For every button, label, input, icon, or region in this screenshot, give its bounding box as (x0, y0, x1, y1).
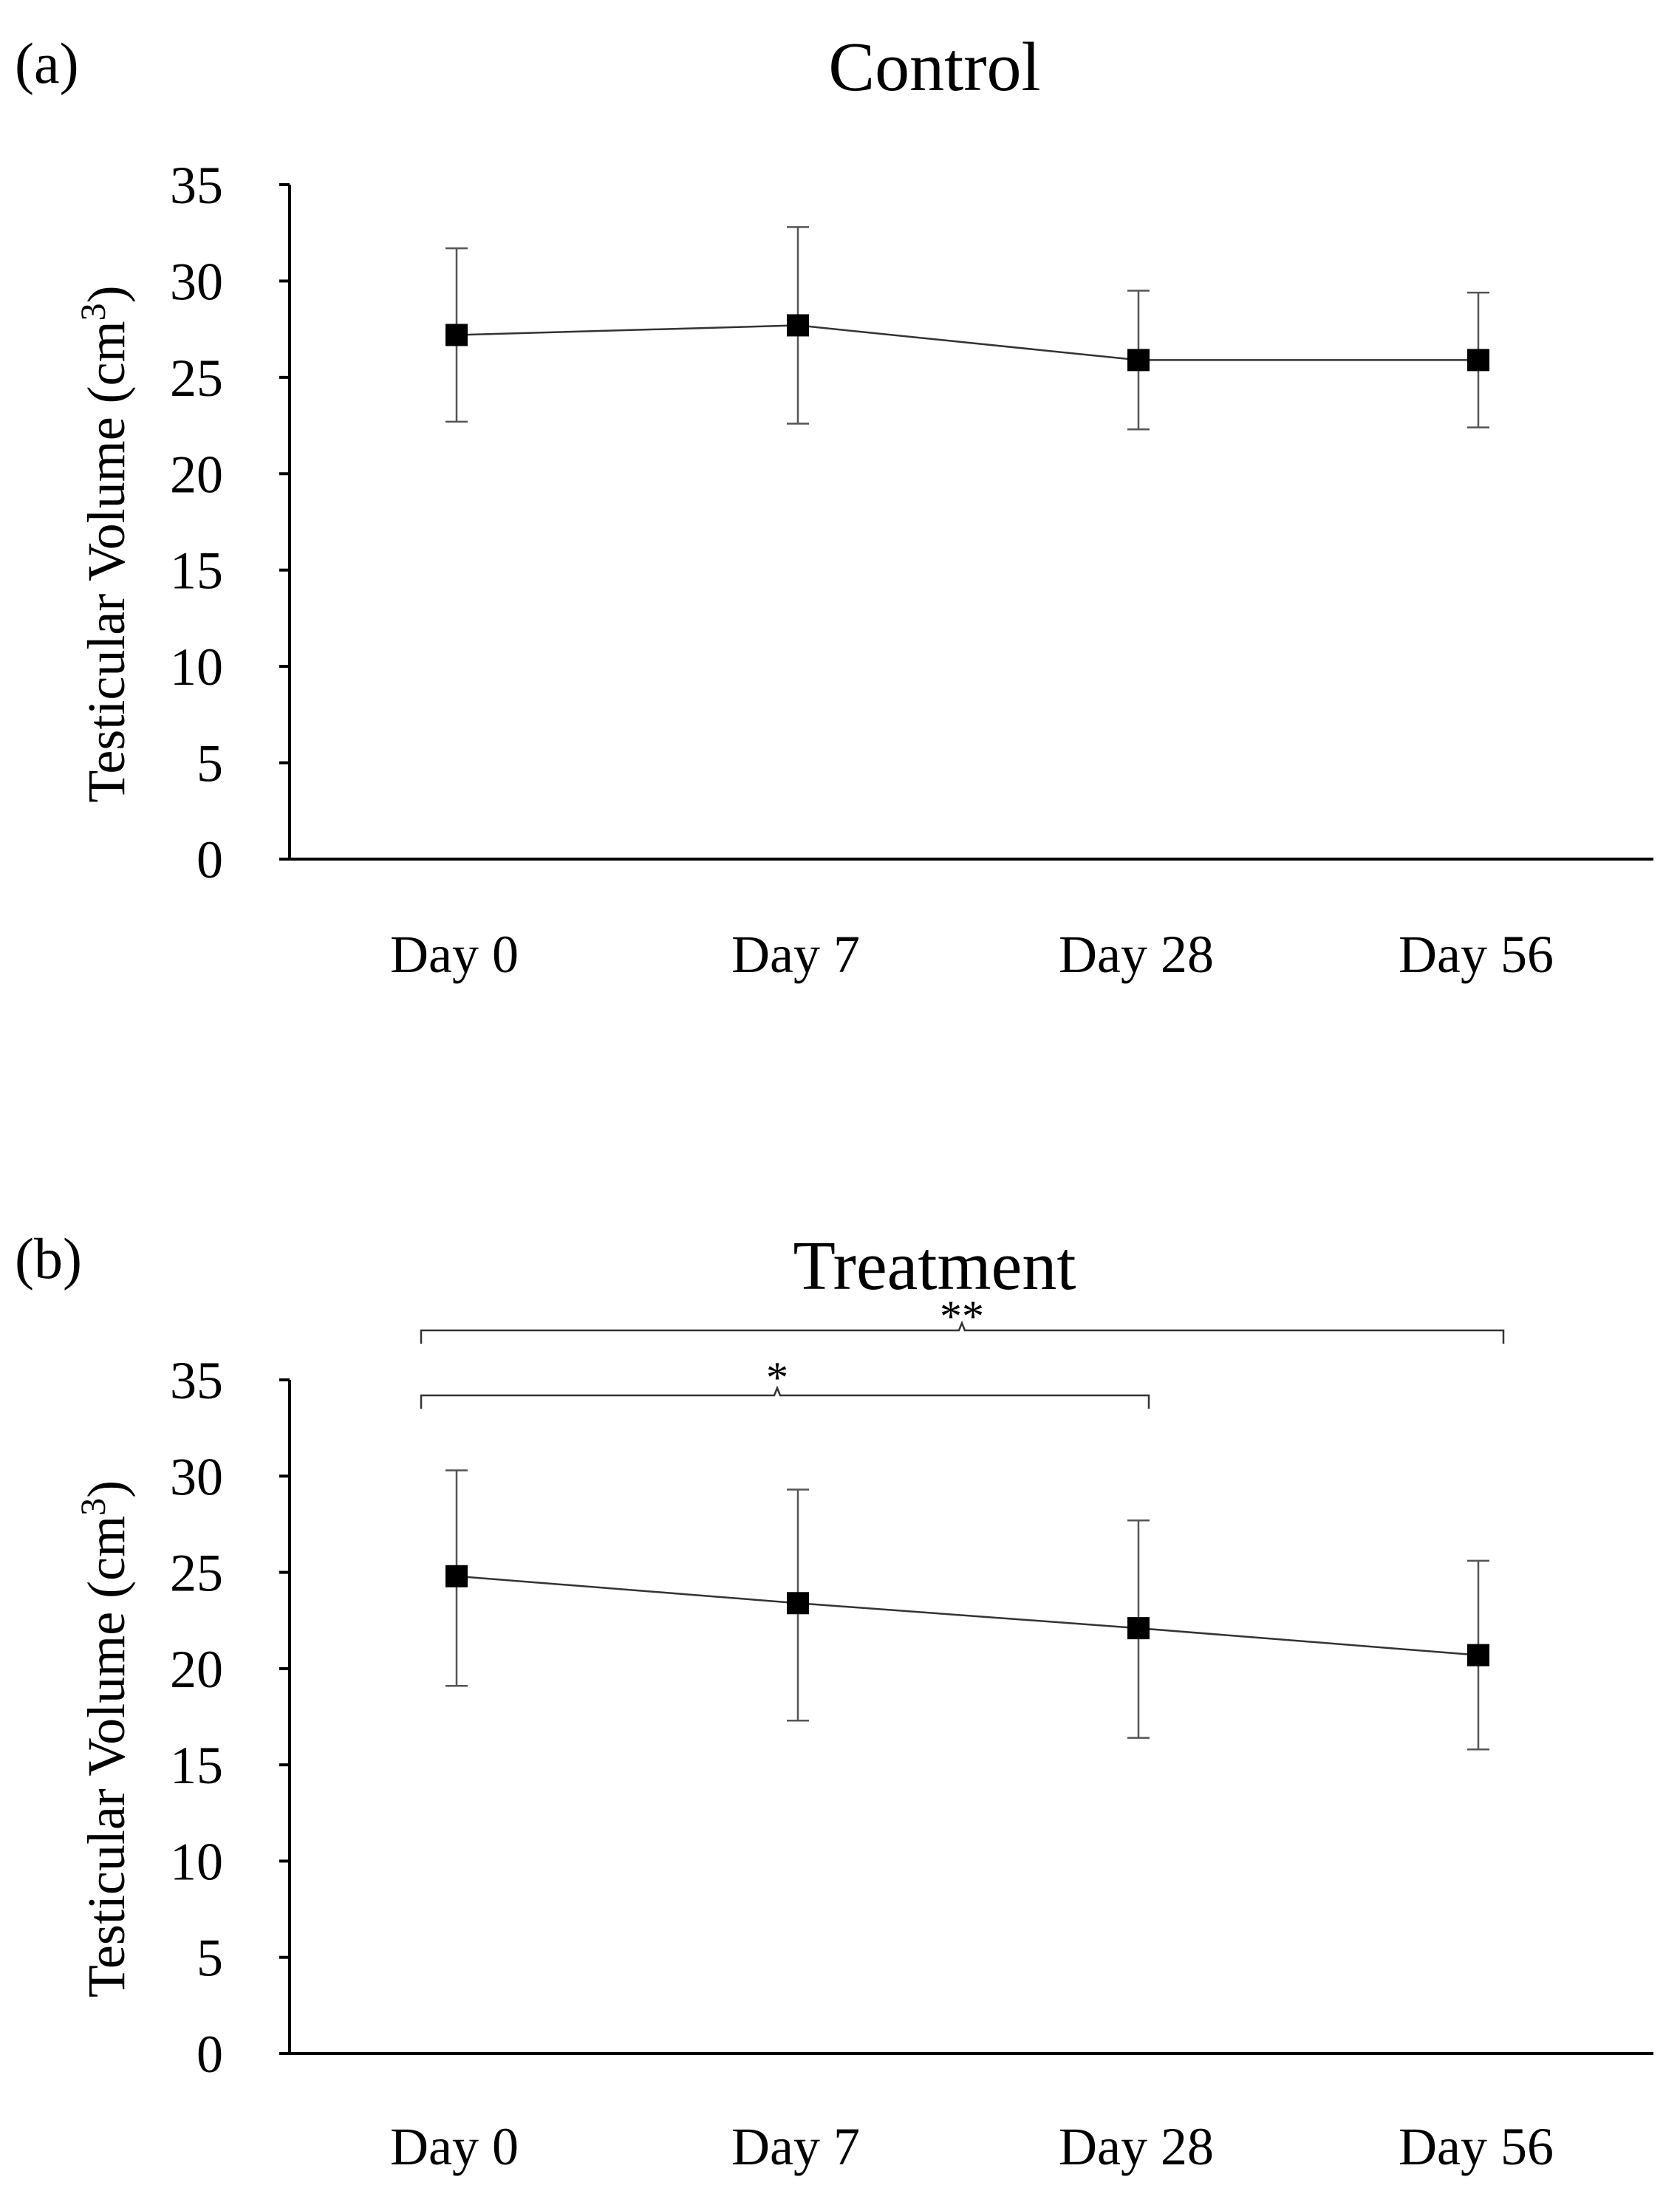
x-tick-label: Day 7 (731, 925, 860, 984)
y-tick-label: 5 (197, 734, 223, 793)
bracket-line (420, 1385, 1150, 1409)
data-point (1467, 1644, 1489, 1666)
x-tick-label: Day 0 (390, 925, 519, 984)
chart-title: Control (828, 29, 1040, 106)
data-point (787, 1592, 809, 1615)
data-point (787, 314, 809, 337)
significance-label: ** (940, 1292, 984, 1341)
y-tick-label: 15 (170, 541, 223, 601)
y-tick-label: 35 (170, 1351, 223, 1410)
data-point (445, 324, 468, 346)
y-tick-label: 20 (170, 1640, 223, 1699)
series-line (456, 324, 1478, 361)
y-tick-label: 10 (170, 1832, 223, 1891)
significance-bracket: ** (420, 1292, 1505, 1344)
y-tick-label: 30 (170, 252, 223, 311)
y-tick-label: 0 (197, 2025, 223, 2084)
x-tick-label: Day 56 (1399, 925, 1554, 984)
y-tick-label: 0 (197, 830, 223, 889)
y-tick-label: 25 (170, 1544, 223, 1603)
y-axis-label: Testicular Volume (cm3) (74, 1480, 136, 1997)
y-tick-label: 5 (197, 1929, 223, 1988)
data-point (445, 1565, 468, 1587)
y-tick-label: 35 (170, 156, 223, 215)
y-tick-label: 15 (170, 1736, 223, 1795)
chart-title: Treatment (793, 1228, 1076, 1305)
data-point (1127, 1617, 1150, 1640)
y-tick-label: 10 (170, 637, 223, 697)
y-tick-label: 30 (170, 1447, 223, 1506)
panel-label: (a) (15, 31, 79, 95)
significance-label: * (766, 1353, 788, 1402)
x-tick-label: Day 28 (1059, 2117, 1214, 2176)
chart-panel-b: (b) Treatment Testicular Volume (cm3) 0 5 10 1… (15, 1226, 1653, 2176)
significance-bracket: * (420, 1353, 1150, 1409)
x-tick-label: Day 0 (390, 2117, 519, 2176)
x-tick-label: Day 56 (1399, 2117, 1554, 2176)
chart-panel-a: (a) Control Testicular Volume (cm3) 0 5 10 15 2… (15, 29, 1653, 984)
x-tick-label: Day 7 (731, 2117, 860, 2176)
series-line (456, 1575, 1479, 1656)
y-tick-label: 25 (170, 349, 223, 408)
bracket-line (420, 1320, 1505, 1344)
data-point (1127, 349, 1150, 372)
y-axis-label: Testicular Volume (cm3) (74, 285, 136, 802)
panel-label: (b) (15, 1226, 82, 1290)
data-point (1467, 349, 1489, 372)
x-tick-label: Day 28 (1059, 925, 1214, 984)
y-tick-label: 20 (170, 445, 223, 504)
